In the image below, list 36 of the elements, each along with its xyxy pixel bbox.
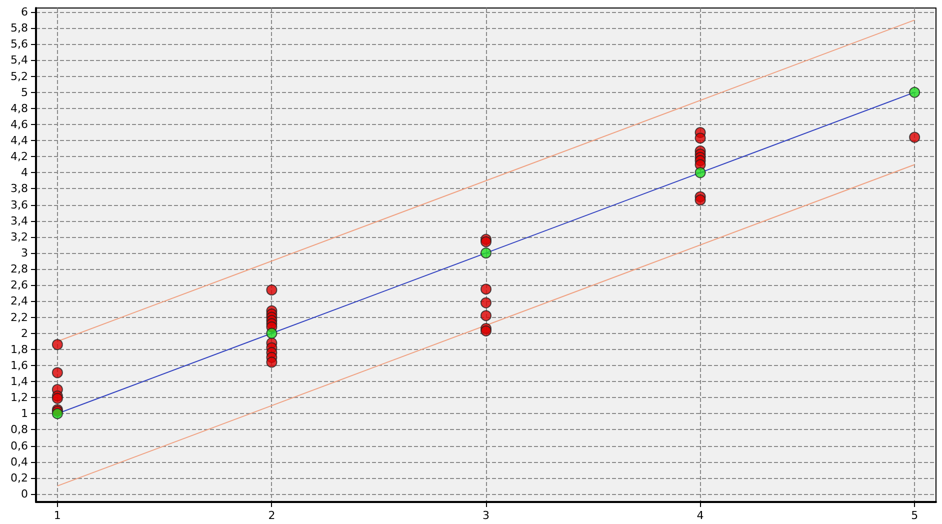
y-tick-label: 3,8	[10, 182, 28, 196]
y-tick-label: 2,4	[10, 294, 28, 308]
y-tick-label: 4,6	[10, 118, 28, 131]
y-tick-label: 4,8	[10, 102, 28, 115]
y-tick-label: 1,2	[10, 391, 28, 404]
y-tick-label: 5	[21, 86, 28, 99]
y-tick-label: 3,4	[10, 214, 28, 228]
y-tick-label: 0,8	[10, 423, 28, 436]
y-tick-label: 6	[21, 6, 28, 19]
y-tick-label: 3	[21, 246, 28, 260]
y-tick-label: 1,4	[10, 375, 28, 388]
y-tick-label: 4,4	[10, 134, 28, 148]
y-tick-label: 2,2	[10, 310, 28, 324]
y-tick-label: 0	[21, 487, 28, 500]
y-tick-label: 0,4	[10, 455, 28, 468]
y-tick-label: 5,8	[10, 22, 28, 35]
x-tick-label: 2	[268, 509, 276, 522]
y-tick-label: 2,6	[10, 278, 28, 292]
x-tick-label: 1	[54, 509, 61, 522]
y-tick-label: 0,6	[10, 439, 28, 452]
x-tick-label: 3	[482, 509, 490, 522]
y-tick-label: 3,6	[10, 198, 28, 212]
y-tick-label: 1,6	[10, 358, 28, 372]
y-tick-label: 1,8	[10, 342, 28, 356]
y-tick-label: 0,2	[10, 471, 28, 484]
x-tick-label: 5	[911, 509, 918, 522]
y-tick-label: 2	[21, 326, 28, 340]
y-tick-label: 4	[21, 166, 28, 180]
y-tick-label: 2,8	[10, 262, 28, 276]
y-tick-label: 5,2	[10, 70, 28, 83]
y-tick-label: 4,2	[10, 150, 28, 164]
y-tick-label: 5,4	[10, 54, 28, 67]
x-tick-label: 4	[696, 509, 704, 522]
y-tick-label: 1	[21, 407, 28, 420]
y-tick-label: 3,2	[10, 230, 28, 244]
y-tick-label: 5,6	[10, 38, 28, 51]
